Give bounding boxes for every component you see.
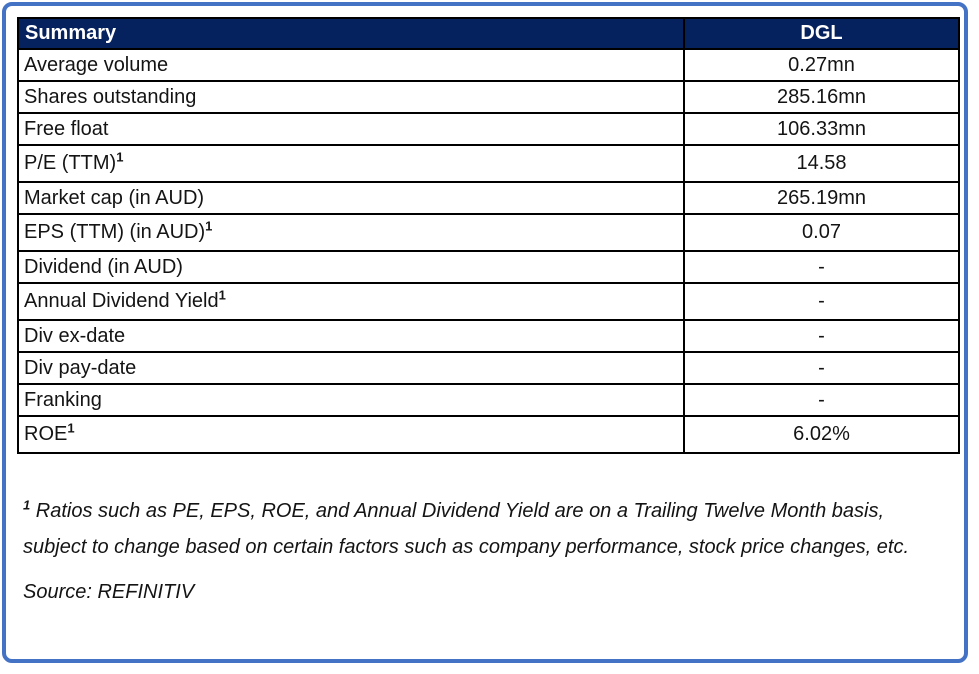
- table-row: Free float 106.33mn: [17, 112, 960, 146]
- footnote-marker: 1: [67, 420, 75, 436]
- row-label: Market cap (in AUD): [17, 181, 685, 215]
- row-value: -: [683, 319, 960, 353]
- table-row: Franking -: [17, 383, 960, 417]
- row-label: Div ex-date: [17, 319, 685, 353]
- row-value: -: [683, 383, 960, 417]
- table-row: Average volume 0.27mn: [17, 48, 960, 82]
- footnote-superscript: 1: [23, 497, 31, 513]
- row-label: Franking: [17, 383, 685, 417]
- row-label: Free float: [17, 112, 685, 146]
- footnote-marker: 1: [116, 149, 124, 165]
- table-row: Div pay-date -: [17, 351, 960, 385]
- page-frame: Summary DGL Average volume 0.27mn Shares…: [2, 2, 968, 663]
- row-value: 0.27mn: [683, 48, 960, 82]
- row-label: Shares outstanding: [17, 80, 685, 114]
- row-label: P/E (TTM)1: [17, 144, 685, 183]
- table-row: ROE1 6.02%: [17, 415, 960, 454]
- row-value: -: [683, 250, 960, 284]
- summary-table: Summary DGL Average volume 0.27mn Shares…: [17, 17, 960, 454]
- table-row: P/E (TTM)1 14.58: [17, 144, 960, 183]
- footnote: 1 Ratios such as PE, EPS, ROE, and Annua…: [23, 494, 944, 565]
- footnote-marker: 1: [205, 218, 213, 234]
- row-value: 285.16mn: [683, 80, 960, 114]
- row-value: 0.07: [683, 213, 960, 252]
- table-row: Shares outstanding 285.16mn: [17, 80, 960, 114]
- footnote-marker: 1: [218, 287, 226, 303]
- row-label: Average volume: [17, 48, 685, 82]
- row-value: 106.33mn: [683, 112, 960, 146]
- table-row: Dividend (in AUD) -: [17, 250, 960, 284]
- row-value: -: [683, 351, 960, 385]
- table-header-summary: Summary: [17, 17, 685, 50]
- row-label: ROE1: [17, 415, 685, 454]
- row-value: -: [683, 282, 960, 321]
- row-label: EPS (TTM) (in AUD)1: [17, 213, 685, 252]
- table-row: Div ex-date -: [17, 319, 960, 353]
- table-body: Average volume 0.27mn Shares outstanding…: [17, 48, 960, 454]
- row-label: Annual Dividend Yield1: [17, 282, 685, 321]
- row-value: 265.19mn: [683, 181, 960, 215]
- row-value: 14.58: [683, 144, 960, 183]
- table-header-dgl: DGL: [683, 17, 960, 50]
- table-header-row: Summary DGL: [17, 17, 960, 50]
- footnote-text: Ratios such as PE, EPS, ROE, and Annual …: [23, 500, 910, 558]
- source-line: Source: REFINITIV: [23, 581, 195, 604]
- row-label: Div pay-date: [17, 351, 685, 385]
- row-value: 6.02%: [683, 415, 960, 454]
- row-label: Dividend (in AUD): [17, 250, 685, 284]
- table-row: Market cap (in AUD) 265.19mn: [17, 181, 960, 215]
- table-row: EPS (TTM) (in AUD)1 0.07: [17, 213, 960, 252]
- table-row: Annual Dividend Yield1 -: [17, 282, 960, 321]
